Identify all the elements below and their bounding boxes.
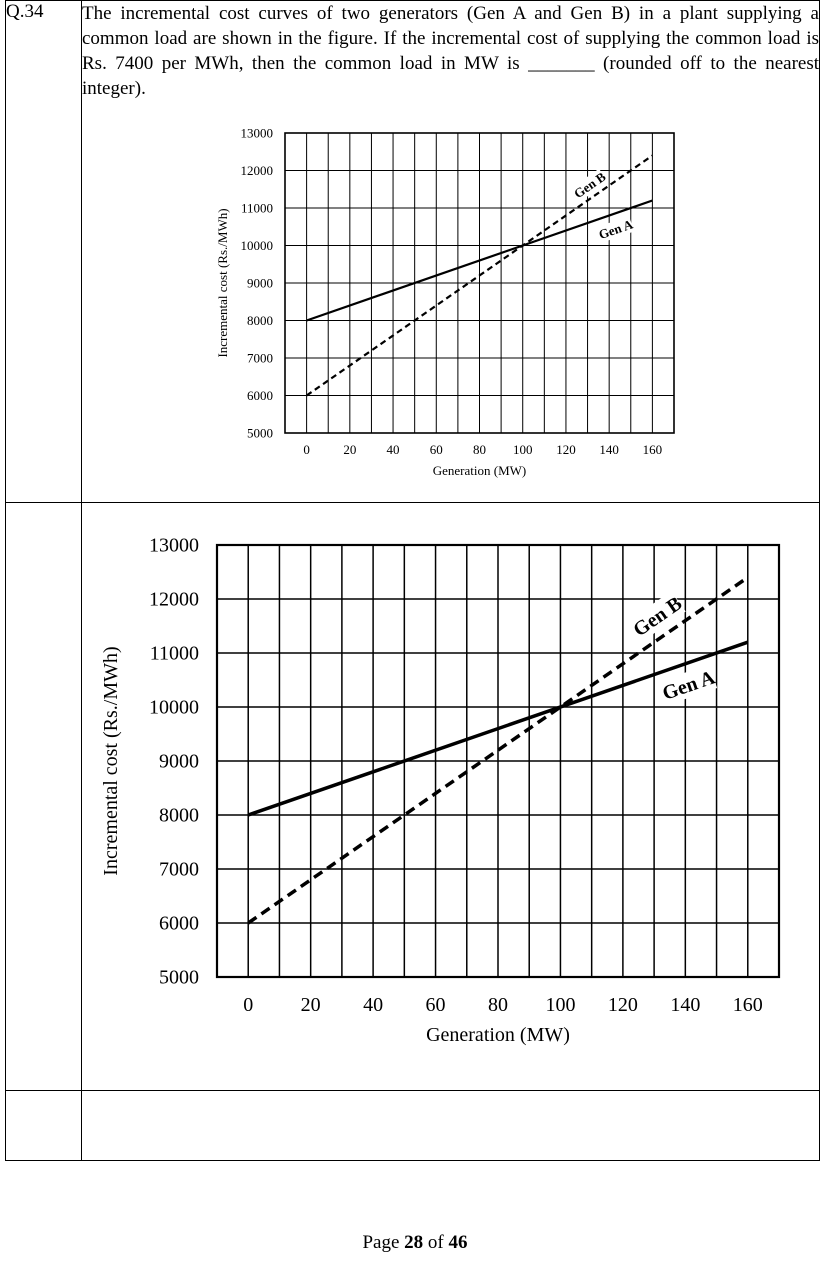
- x-tick-label: 60: [426, 994, 446, 1016]
- y-tick-label: 13000: [149, 535, 199, 557]
- y-tick-label: 8000: [247, 313, 273, 328]
- answer-figure-chart: 0 20 40 60 80 100 120 140 160 5000 6000 7000 8000 900…: [100, 535, 781, 1046]
- footer-middle: of: [427, 1232, 444, 1253]
- x-tick-label: 100: [513, 442, 533, 457]
- empty-content-cell: [81, 1090, 820, 1161]
- x-tick-label: 160: [733, 994, 763, 1016]
- y-tick-label: 7000: [159, 859, 199, 881]
- answer-number-cell: [5, 502, 82, 1091]
- y-tick-label: 9000: [247, 275, 273, 290]
- series-label: Gen B: [571, 169, 609, 201]
- x-tick-label: 0: [303, 442, 310, 457]
- x-tick-label: 80: [488, 994, 508, 1016]
- y-tick-label: 10000: [241, 238, 274, 253]
- x-tick-label: 100: [545, 994, 575, 1016]
- y-tick-label: 12000: [149, 589, 199, 611]
- y-axis-label: Incremental cost (Rs./MWh): [100, 646, 122, 875]
- series-label: Gen A: [597, 216, 636, 242]
- y-tick-label: 5000: [247, 425, 273, 440]
- footer-prefix: Page: [362, 1232, 400, 1253]
- x-tick-label: 20: [343, 442, 356, 457]
- series-label-background: [659, 664, 718, 706]
- question-row: Q.34 The incremental cost curves of two …: [5, 0, 820, 503]
- x-axis-label: Generation (MW): [426, 1024, 570, 1046]
- series-line-gen-b: [305, 154, 654, 397]
- empty-row: [5, 1090, 820, 1161]
- x-axis-label: Generation (MW): [433, 463, 527, 478]
- empty-number-cell: [5, 1090, 82, 1161]
- x-tick-label: 40: [387, 442, 400, 457]
- series-label-background: [571, 168, 609, 202]
- y-axis-label: Incremental cost (Rs./MWh): [215, 208, 230, 357]
- footer-total-pages: 46: [448, 1232, 468, 1253]
- y-tick-label: 11000: [241, 200, 273, 215]
- x-tick-label: 60: [430, 442, 443, 457]
- series-line-gen-b: [247, 575, 749, 925]
- x-tick-label: 120: [608, 994, 638, 1016]
- x-tick-label: 80: [473, 442, 486, 457]
- x-tick-label: 140: [670, 994, 700, 1016]
- y-tick-label: 12000: [241, 163, 274, 178]
- y-tick-label: 9000: [159, 751, 199, 773]
- series-label-group: Gen B: [571, 168, 609, 202]
- question-text: The incremental cost curves of two gener…: [82, 3, 819, 99]
- x-tick-label: 40: [363, 994, 383, 1016]
- y-tick-label: 6000: [247, 388, 273, 403]
- plot-frame: [215, 543, 781, 979]
- x-tick-label: 120: [556, 442, 576, 457]
- question-cell: The incremental cost curves of two gener…: [81, 0, 820, 503]
- y-tick-label: 8000: [159, 805, 199, 827]
- x-tick-label: 20: [301, 994, 321, 1016]
- series-line-gen-a: [247, 640, 749, 817]
- series-line-gen-a: [306, 199, 653, 322]
- y-tick-label: 10000: [149, 697, 199, 719]
- answer-row: 0 20 40 60 80 100 120 140 160 5000 6000 7000 8000 900…: [5, 502, 820, 1091]
- x-tick-label: 0: [243, 994, 253, 1016]
- y-tick-label: 6000: [159, 913, 199, 935]
- y-tick-label: 5000: [159, 967, 199, 989]
- footer-page-number: 28: [404, 1232, 424, 1253]
- series-label-background: [628, 590, 686, 642]
- plot-frame: [284, 132, 675, 434]
- y-tick-label: 11000: [150, 643, 199, 665]
- y-tick-label: 13000: [241, 125, 274, 140]
- series-label-background: [597, 216, 635, 243]
- question-number: Q.34: [5, 0, 82, 503]
- x-tick-label: 140: [599, 442, 619, 457]
- series-label-group: Gen A: [597, 216, 636, 243]
- question-table: Q.34 The incremental cost curves of two …: [5, 0, 820, 1161]
- y-tick-label: 7000: [247, 350, 273, 365]
- answer-cell: 0 20 40 60 80 100 120 140 160 5000 6000 7000 8000 900…: [81, 502, 820, 1091]
- x-tick-label: 160: [643, 442, 663, 457]
- series-label-group: Gen B: [628, 590, 686, 642]
- page-footer: Page 28 of 46: [0, 1232, 830, 1254]
- question-figure-chart: 0 20 40 60 80 100 120 140 160 5000 6000 7000 8000 900…: [215, 125, 675, 478]
